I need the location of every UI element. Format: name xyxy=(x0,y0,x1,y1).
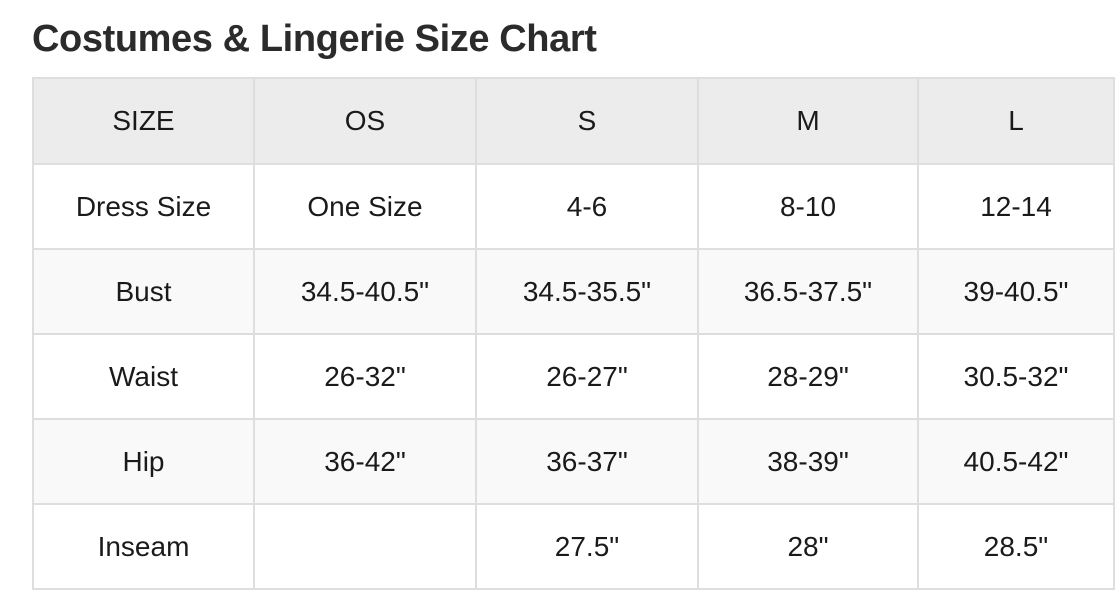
table-header: SIZE OS S M L xyxy=(33,78,1115,165)
cell-bust-m: 36.5-37.5" xyxy=(698,249,919,335)
cell-bust-l: 39-40.5" xyxy=(918,249,1115,335)
table-row: Dress Size One Size 4-6 8-10 12-14 xyxy=(33,164,1115,250)
column-header-os: OS xyxy=(254,78,477,165)
row-label-waist: Waist xyxy=(33,334,255,420)
row-label-dress-size: Dress Size xyxy=(33,164,255,250)
page-title: Costumes & Lingerie Size Chart xyxy=(32,18,597,60)
table-row: Inseam 27.5" 28" 28.5" xyxy=(33,504,1115,590)
table-row: Waist 26-32" 26-27" 28-29" 30.5-32" xyxy=(33,334,1115,420)
cell-hip-l: 40.5-42" xyxy=(918,419,1115,505)
cell-waist-os: 26-32" xyxy=(254,334,477,420)
cell-hip-os: 36-42" xyxy=(254,419,477,505)
cell-bust-s: 34.5-35.5" xyxy=(476,249,699,335)
cell-inseam-m: 28" xyxy=(698,504,919,590)
row-label-hip: Hip xyxy=(33,419,255,505)
cell-inseam-os xyxy=(254,504,477,590)
cell-dress-size-s: 4-6 xyxy=(476,164,699,250)
cell-dress-size-m: 8-10 xyxy=(698,164,919,250)
size-chart-table: SIZE OS S M L Dress Size One Size 4-6 8-… xyxy=(32,77,1115,590)
cell-inseam-l: 28.5" xyxy=(918,504,1115,590)
table-row: Hip 36-42" 36-37" 38-39" 40.5-42" xyxy=(33,419,1115,505)
row-label-inseam: Inseam xyxy=(33,504,255,590)
cell-inseam-s: 27.5" xyxy=(476,504,699,590)
cell-dress-size-l: 12-14 xyxy=(918,164,1115,250)
cell-hip-m: 38-39" xyxy=(698,419,919,505)
cell-bust-os: 34.5-40.5" xyxy=(254,249,477,335)
cell-hip-s: 36-37" xyxy=(476,419,699,505)
cell-waist-s: 26-27" xyxy=(476,334,699,420)
header-row: SIZE OS S M L xyxy=(33,78,1115,165)
cell-waist-m: 28-29" xyxy=(698,334,919,420)
cell-waist-l: 30.5-32" xyxy=(918,334,1115,420)
table-row: Bust 34.5-40.5" 34.5-35.5" 36.5-37.5" 39… xyxy=(33,249,1115,335)
table-body: Dress Size One Size 4-6 8-10 12-14 Bust … xyxy=(33,164,1115,590)
column-header-m: M xyxy=(698,78,919,165)
cell-dress-size-os: One Size xyxy=(254,164,477,250)
row-label-bust: Bust xyxy=(33,249,255,335)
column-header-l: L xyxy=(918,78,1115,165)
size-chart-table-wrapper: SIZE OS S M L Dress Size One Size 4-6 8-… xyxy=(32,77,1115,590)
column-header-size: SIZE xyxy=(33,78,255,165)
column-header-s: S xyxy=(476,78,699,165)
